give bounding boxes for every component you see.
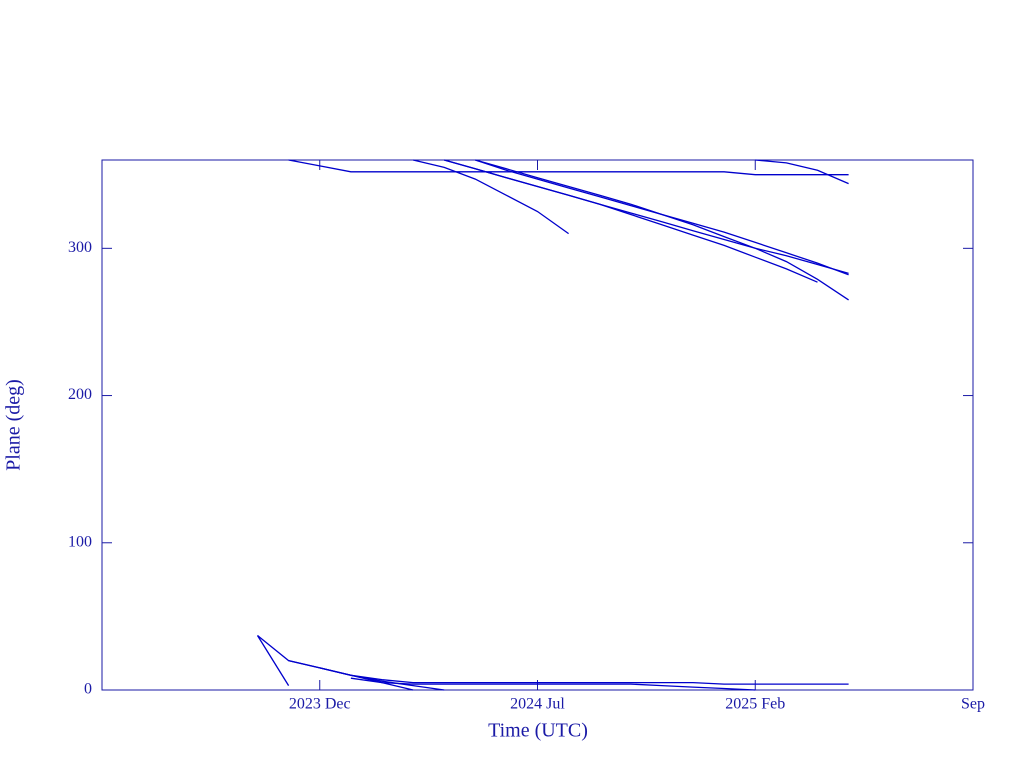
y-axis-title: Plane (deg) xyxy=(3,379,25,471)
y-tick-label: 0 xyxy=(84,681,92,698)
series-line xyxy=(755,159,849,185)
series-line xyxy=(256,635,290,686)
series-line xyxy=(319,667,445,691)
series-line xyxy=(475,159,849,301)
x-tick-label: 2024 Jul xyxy=(510,696,565,713)
plot-frame xyxy=(101,159,974,691)
series-line xyxy=(350,677,756,691)
x-tick-label: Sep xyxy=(961,696,985,713)
x-axis-title: Time (UTC) xyxy=(488,720,588,742)
x-tick-label: 2025 Feb xyxy=(725,696,785,713)
x-tick-label: 2023 Dec xyxy=(289,696,351,713)
y-tick-label: 100 xyxy=(68,533,92,550)
y-tick-label: 300 xyxy=(68,239,92,256)
series-line xyxy=(288,159,849,176)
y-tick-label: 200 xyxy=(68,386,92,403)
series-line xyxy=(412,159,569,235)
series-line xyxy=(257,634,849,685)
series-line xyxy=(444,159,818,283)
